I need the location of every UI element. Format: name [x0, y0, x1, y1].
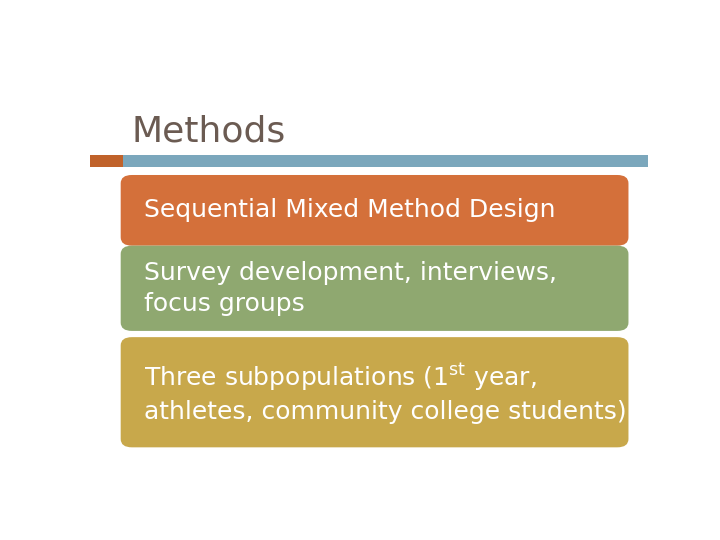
FancyBboxPatch shape: [121, 337, 629, 447]
FancyBboxPatch shape: [90, 155, 124, 167]
Text: Sequential Mixed Method Design: Sequential Mixed Method Design: [144, 198, 556, 222]
FancyBboxPatch shape: [124, 155, 648, 167]
Text: athletes, community college students): athletes, community college students): [144, 400, 626, 424]
Text: Three subpopulations (1$\mathsf{^{st}}$ year,: Three subpopulations (1$\mathsf{^{st}}$ …: [144, 362, 537, 393]
Text: Survey development, interviews,
focus groups: Survey development, interviews, focus gr…: [144, 261, 557, 315]
Text: Methods: Methods: [132, 114, 286, 148]
FancyBboxPatch shape: [121, 175, 629, 246]
FancyBboxPatch shape: [121, 246, 629, 331]
